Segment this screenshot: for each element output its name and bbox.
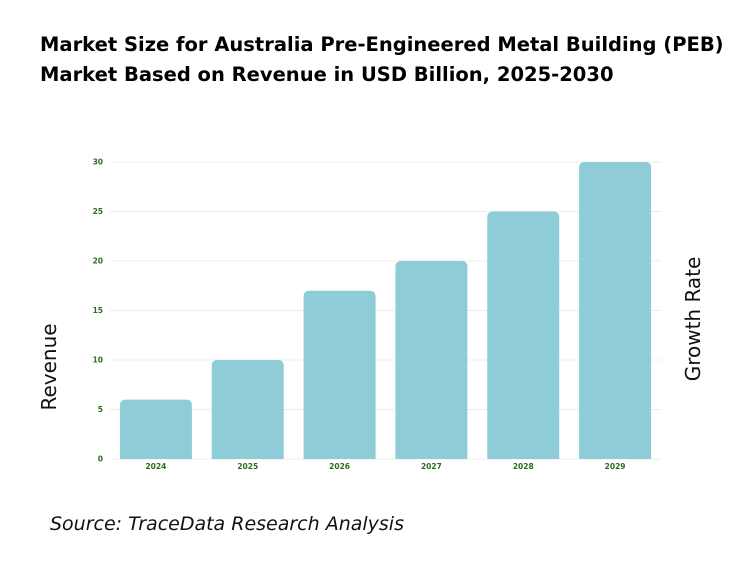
bar-2024	[119, 399, 192, 459]
chart-title: Market Size for Australia Pre-Engineered…	[40, 30, 730, 90]
y-tick-label-4: 20	[93, 257, 103, 266]
x-tick-label-2028: 2028	[513, 462, 534, 471]
bars	[119, 162, 652, 459]
y-tick-label-0: 0	[98, 455, 103, 464]
bar-2027	[395, 261, 468, 459]
gridlines	[110, 161, 661, 460]
chart-title-line-2: Market Based on Revenue in USD Billion, …	[40, 63, 614, 86]
y-tick-label-5: 25	[93, 207, 103, 216]
bar-2025	[211, 360, 284, 459]
bar-2028	[487, 211, 560, 459]
x-tick-label-2029: 2029	[605, 462, 626, 471]
y-axis-ticks: 0 5 10 15 20 25 30	[93, 158, 103, 464]
y-tick-label-2: 10	[93, 356, 103, 365]
y-tick-label-1: 5	[98, 405, 103, 414]
x-tick-label-2026: 2026	[329, 462, 350, 471]
bar-2029	[579, 162, 652, 459]
source-note: Source: TraceData Research Analysis	[50, 513, 404, 535]
x-tick-label-2024: 2024	[145, 462, 166, 471]
x-axis-ticks: 2024 2025 2026 2027 2028 2029	[145, 462, 625, 471]
chart-title-line-1: Market Size for Australia Pre-Engineered…	[40, 33, 724, 56]
x-tick-label-2025: 2025	[237, 462, 258, 471]
bar-2026	[303, 290, 376, 459]
y-axis-label: Revenue	[37, 323, 61, 410]
x-tick-label-2027: 2027	[421, 462, 442, 471]
y-tick-label-3: 15	[93, 306, 103, 315]
y-tick-label-6: 30	[93, 158, 103, 167]
y2-axis-label: Growth Rate	[681, 257, 705, 382]
